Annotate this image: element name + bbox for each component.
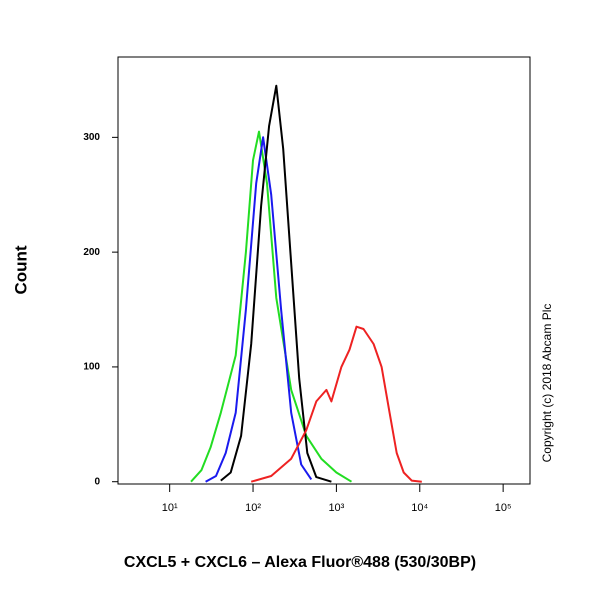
x-tick-label: 10² [245,502,261,514]
y-tick-label: 0 [94,476,100,487]
x-tick-label: 10¹ [162,502,178,514]
y-axis-label: Count [11,245,30,294]
histogram-line [205,136,313,483]
histogram-line [190,130,353,483]
y-tick-label: 100 [83,362,100,373]
y-tick-label: 200 [83,247,100,258]
histogram-line [220,84,332,483]
y-tick-label: 300 [83,132,100,143]
plot-frame [117,56,531,485]
x-tick-label: 10⁴ [411,502,428,514]
x-axis-label: CXCL5 + CXCL6 – Alexa Fluor®488 (530/30B… [124,554,476,571]
histogram-line [250,325,422,483]
x-tick-label: 10⁵ [495,502,512,514]
copyright-note: Copyright (c) 2018 Abcam Plc [540,304,554,463]
x-tick-label: 10³ [328,502,344,514]
